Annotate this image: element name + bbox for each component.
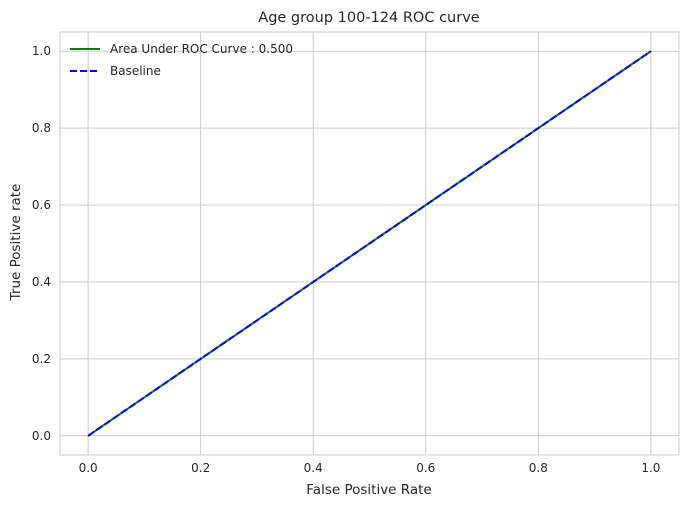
x-tick-label: 0.8 [529,461,548,475]
y-tick-label: 1.0 [32,44,51,58]
baseline-line [87,50,652,437]
legend-entry-label: Area Under ROC Curve : 0.500 [110,42,293,56]
y-axis-label: True Positive rate [8,184,24,302]
y-axis-ticks: 0.0 0.2 0.4 0.6 0.8 1.0 [32,44,51,443]
series-lines [87,50,652,437]
y-tick-label: 0.2 [32,352,51,366]
x-tick-label: 0.0 [79,461,98,475]
x-tick-label: 0.4 [304,461,323,475]
legend-entry-label: Baseline [110,64,161,78]
grid-lines [60,32,679,455]
y-tick-label: 0.8 [32,121,51,135]
x-axis-ticks: 0.0 0.2 0.4 0.6 0.8 1.0 [79,461,661,475]
y-tick-label: 0.0 [32,429,51,443]
x-tick-label: 0.2 [191,461,210,475]
x-tick-label: 1.0 [641,461,660,475]
legend: Area Under ROC Curve : 0.500 Baseline [70,42,293,78]
y-tick-label: 0.4 [32,275,51,289]
y-tick-label: 0.6 [32,198,51,212]
chart-title: Age group 100-124 ROC curve [258,10,479,26]
x-axis-label: False Positive Rate [306,482,431,498]
x-tick-label: 0.6 [416,461,435,475]
